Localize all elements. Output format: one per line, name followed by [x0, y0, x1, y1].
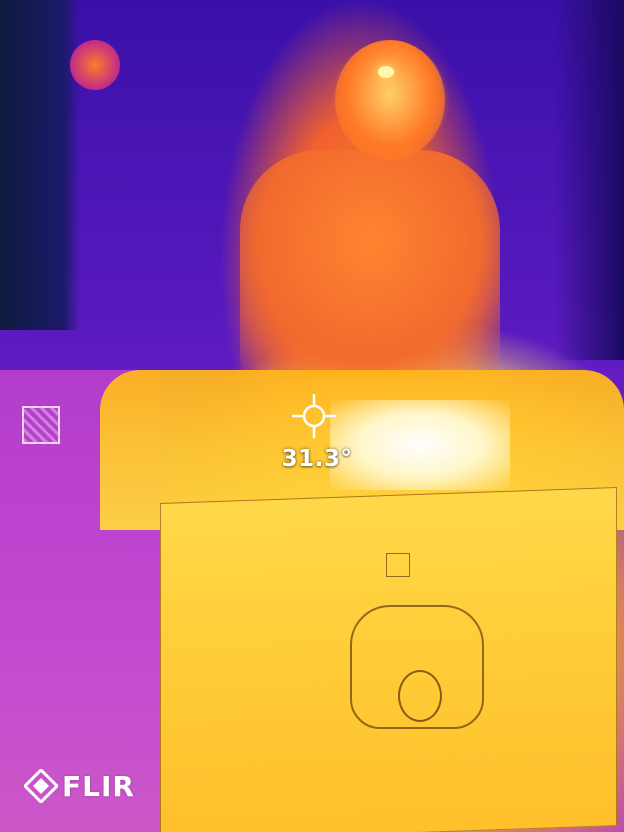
qr-code-icon — [22, 406, 60, 444]
background-window-region — [0, 0, 80, 330]
logo-text: FLIR — [62, 769, 135, 803]
spot-temperature: 31.3° — [281, 446, 353, 472]
screen-small-square — [386, 553, 410, 577]
lamp-heat-spot — [70, 40, 120, 90]
screen-face-mouth — [398, 670, 442, 722]
background-wall-region — [554, 0, 624, 360]
flir-logo: FLIR — [24, 766, 135, 806]
head-hotspot — [378, 66, 394, 78]
person-body-heat — [240, 150, 500, 380]
person-head-heat — [335, 40, 445, 160]
crosshair-icon — [292, 394, 336, 438]
laptop-hotspot — [330, 400, 510, 490]
screen-face-outline — [350, 605, 484, 729]
flir-diamond-icon — [24, 769, 58, 803]
